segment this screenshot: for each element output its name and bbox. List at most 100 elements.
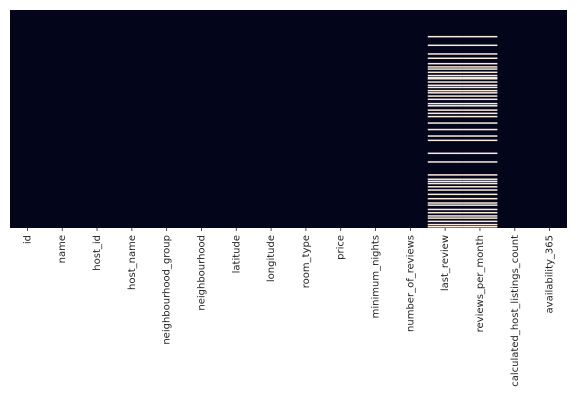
x-tick-label: neighbourhood [196,235,207,311]
missing-cell-last_review [427,86,463,89]
missing-cell-reviews_per_month [462,226,498,228]
missing-cell-reviews_per_month [462,95,498,97]
missing-cell-last_review [427,182,463,185]
missing-cell-last_review [427,215,463,217]
missing-cell-reviews_per_month [462,223,498,226]
missing-cell-last_review [427,44,463,47]
x-tick-label: price [336,235,347,260]
missing-cell-last_review [427,57,463,60]
missing-cell-last_review [427,220,463,223]
heatmap-background [10,10,567,228]
missing-cell-reviews_per_month [462,109,498,111]
x-tick-labels: id name host_id host_name neighbourhood_grou… [22,228,556,387]
missing-cell-last_review [427,102,463,105]
missing-cell-reviews_per_month [462,68,498,70]
missing-cell-last_review [427,95,463,97]
missing-cell-reviews_per_month [462,53,498,55]
x-tick-label: host_name [127,235,138,290]
missing-cell-reviews_per_month [462,182,498,185]
x-tick-label: last_review [440,235,451,291]
missing-cell-last_review [427,53,463,55]
missing-cell-reviews_per_month [462,211,498,214]
missing-cell-reviews_per_month [462,204,498,206]
missing-cell-last_review [427,71,463,74]
missing-cell-reviews_per_month [462,74,498,77]
missing-cell-reviews_per_month [462,105,498,107]
missing-cell-last_review [427,84,463,87]
missing-cell-last_review [427,204,463,206]
x-tick-label: name [57,235,68,263]
missing-cell-reviews_per_month [462,102,498,105]
missing-cell-reviews_per_month [462,186,498,188]
missing-cell-last_review [427,211,463,214]
missing-cell-reviews_per_month [462,98,498,101]
missing-cell-reviews_per_month [462,122,498,124]
missing-cell-last_review [427,62,463,65]
x-tick-label: host_id [92,235,103,271]
missing-cell-last_review [427,68,463,70]
missing-cell-last_review [427,189,463,191]
missing-cell-reviews_per_month [462,81,498,83]
missing-cell-last_review [427,92,463,94]
missing-cell-last_review [427,217,463,219]
missing-cell-last_review [427,66,463,68]
x-tick-label: reviews_per_month [475,235,486,332]
missing-cell-reviews_per_month [462,89,498,92]
missing-cell-reviews_per_month [462,76,498,79]
missing-cell-reviews_per_month [462,92,498,94]
missing-cell-last_review [427,186,463,188]
missing-cell-last_review [427,122,463,124]
missing-cell-reviews_per_month [462,115,498,118]
missing-cell-reviews_per_month [462,178,498,180]
missing-cell-last_review [427,152,463,155]
missing-cell-last_review [427,180,463,183]
missing-cell-reviews_per_month [462,208,498,211]
missing-cell-reviews_per_month [462,44,498,47]
missing-cell-reviews_per_month [462,112,498,115]
missing-cell-last_review [427,128,463,131]
missing-cell-last_review [427,115,463,118]
missing-cell-last_review [427,98,463,101]
missing-cell-reviews_per_month [462,220,498,223]
missing-cell-last_review [427,76,463,79]
x-tick-label: minimum_nights [371,235,382,318]
missing-cell-reviews_per_month [462,84,498,87]
missing-cell-last_review [427,135,463,137]
missing-cell-last_review [427,89,463,92]
missing-cell-reviews_per_month [462,202,498,204]
missing-cell-reviews_per_month [462,193,498,196]
missing-cell-reviews_per_month [462,217,498,219]
missing-cell-last_review [427,226,463,228]
missing-cell-reviews_per_month [462,66,498,68]
missing-cell-last_review [427,223,463,226]
missing-cell-reviews_per_month [462,71,498,74]
x-tick-label: availability_365 [545,235,556,313]
x-tick-label: neighbourhood_group [162,235,173,345]
missing-value-stripes [427,35,498,228]
missing-cell-reviews_per_month [462,128,498,131]
x-tick-label: calculated_host_listings_count [510,235,521,387]
x-tick-label: latitude [231,235,242,273]
missing-cell-reviews_per_month [462,57,498,60]
missing-cell-reviews_per_month [462,78,498,80]
missing-cell-reviews_per_month [462,215,498,217]
missing-cell-reviews_per_month [462,35,498,38]
missing-cell-last_review [427,105,463,107]
missing-cell-last_review [427,78,463,80]
missing-cell-last_review [427,74,463,77]
missing-cell-last_review [427,139,463,142]
missing-cell-last_review [427,208,463,211]
missing-cell-last_review [427,112,463,115]
missing-cell-reviews_per_month [462,62,498,65]
missing-cell-reviews_per_month [462,152,498,155]
x-tick-label: room_type [301,235,312,288]
x-tick-label: number_of_reviews [405,235,416,332]
missing-cell-reviews_per_month [462,161,498,163]
missing-cell-reviews_per_month [462,139,498,142]
missing-cell-reviews_per_month [462,197,498,200]
missing-cell-last_review [427,174,463,176]
missing-cell-reviews_per_month [462,189,498,191]
missing-cell-last_review [427,81,463,83]
